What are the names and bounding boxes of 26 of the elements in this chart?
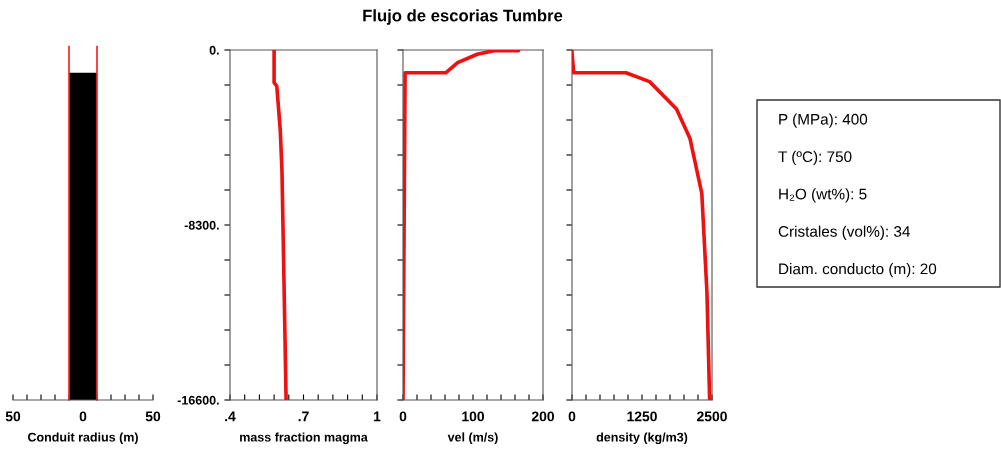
x-axis-title: vel (m/s) xyxy=(447,432,498,445)
x-tick-label: 100 xyxy=(462,411,485,422)
x-axis-title: Conduit radius (m) xyxy=(27,432,138,445)
x-tick-label: .7 xyxy=(298,411,309,422)
line-series xyxy=(272,50,288,400)
x-axis-title: density (kg/m3) xyxy=(596,432,688,445)
x-tick-label: 2500 xyxy=(697,411,727,422)
text: H₂O (wt%): 5 xyxy=(779,188,867,203)
text: Cristales (vol%): 34 xyxy=(778,225,910,240)
text: T (ºC): 750 xyxy=(778,150,852,166)
y-tick-label: -16600. xyxy=(177,395,219,405)
x-tick-label: 50 xyxy=(5,411,21,422)
y-tick-label: -8300. xyxy=(184,220,219,230)
y-tick-label: 0. xyxy=(209,45,219,55)
x-tick-label: 0 xyxy=(399,411,407,422)
text: P (MPa): 400 xyxy=(779,113,868,128)
x-tick-label: 1 xyxy=(374,411,381,422)
x-tick-label: 0 xyxy=(79,411,87,422)
x-axis-title: mass fraction magma xyxy=(240,432,368,445)
text: Diam. conducto (m): 20 xyxy=(779,263,937,278)
x-tick-label: 200 xyxy=(531,411,555,422)
x-tick-label: 50 xyxy=(145,411,161,422)
x-tick-label: 1250 xyxy=(627,411,657,422)
x-tick-label: 0 xyxy=(568,411,576,422)
x-tick-label: .4 xyxy=(225,411,236,422)
text: Flujo de escorias Tumbre xyxy=(363,9,563,25)
